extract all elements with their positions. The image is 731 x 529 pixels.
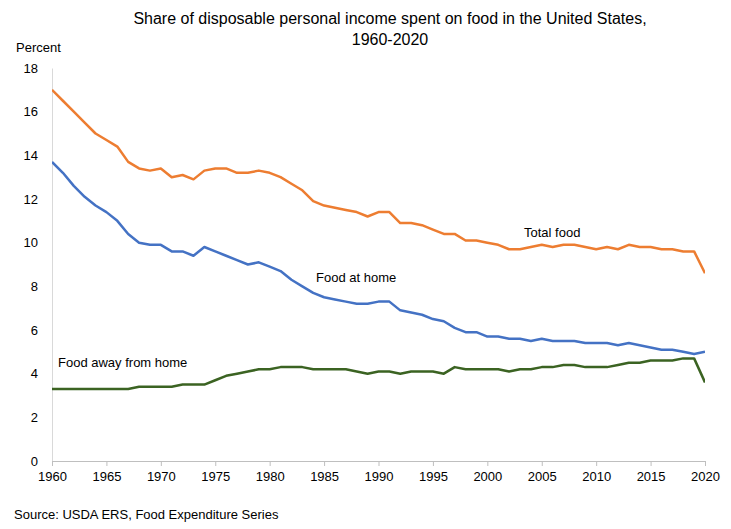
x-tick-mark: [379, 461, 380, 466]
y-tick: 2: [31, 410, 52, 425]
chart: Share of disposable personal income spen…: [0, 0, 731, 529]
y-tick: 12: [24, 192, 52, 207]
x-tick: 2015: [637, 461, 666, 484]
x-tick: 2020: [691, 461, 720, 484]
y-tick: 8: [31, 279, 52, 294]
y-tick-label: 2: [31, 410, 38, 425]
x-tick: 2005: [528, 461, 557, 484]
y-tick-label: 4: [31, 366, 38, 381]
x-axis: 1960 1965 1970 1975 1980 1985 1990 1995 2000 2005…: [38, 461, 720, 484]
plot-area: [52, 90, 705, 389]
y-tick-label: 10: [24, 235, 38, 250]
y-tick-label: 0: [31, 454, 38, 469]
y-tick-label: 8: [31, 279, 38, 294]
x-tick: 1985: [310, 461, 339, 484]
x-tick-mark: [52, 461, 53, 466]
y-tick-label: 16: [24, 104, 38, 119]
y-tick-label: 6: [31, 323, 38, 338]
y-tick: 10: [24, 235, 52, 250]
x-tick: 1975: [201, 461, 230, 484]
series-label: Food away from home: [58, 355, 187, 370]
x-tick: 1980: [256, 461, 285, 484]
x-tick-mark: [542, 461, 543, 466]
x-tick: 2000: [473, 461, 502, 484]
x-tick: 2010: [582, 461, 611, 484]
y-tick: 14: [24, 148, 52, 163]
x-tick-label: 2000: [473, 469, 502, 484]
x-tick: 1990: [365, 461, 394, 484]
x-tick-mark: [270, 461, 271, 466]
x-tick-label: 2010: [582, 469, 611, 484]
x-tick-mark: [651, 461, 652, 466]
y-axis-line: [52, 69, 53, 462]
x-tick-mark: [705, 461, 706, 466]
y-tick: 16: [24, 104, 52, 119]
x-tick-label: 1975: [201, 469, 230, 484]
x-axis-line: [53, 462, 706, 467]
x-tick-label: 2020: [691, 469, 720, 484]
x-tick-label: 1990: [365, 469, 394, 484]
x-tick: 1970: [147, 461, 176, 484]
y-tick: 6: [31, 323, 52, 338]
y-axis-label: Percent: [16, 40, 61, 55]
y-tick: 18: [24, 61, 52, 76]
x-tick-label: 1960: [38, 469, 67, 484]
series-line: [52, 162, 705, 354]
x-tick-label: 1980: [256, 469, 285, 484]
x-tick: 1965: [92, 461, 121, 484]
y-tick-label: 18: [24, 61, 38, 76]
series-label: Total food: [524, 225, 580, 240]
x-tick-mark: [161, 461, 162, 466]
x-tick: 1960: [38, 461, 67, 484]
y-tick-label: 14: [24, 148, 38, 163]
x-tick-mark: [433, 461, 434, 466]
y-tick-label: 12: [24, 192, 38, 207]
y-tick: 4: [31, 366, 52, 381]
x-tick-label: 1995: [419, 469, 448, 484]
source: Source: USDA ERS, Food Expenditure Serie…: [14, 507, 279, 522]
title-line: 1960-2020: [352, 31, 429, 48]
x-tick-label: 1965: [92, 469, 121, 484]
title: Share of disposable personal income spen…: [133, 10, 646, 48]
x-tick-label: 1970: [147, 469, 176, 484]
x-tick-label: 2005: [528, 469, 557, 484]
x-tick-label: 2015: [637, 469, 666, 484]
x-tick-mark: [324, 461, 325, 466]
x-tick-mark: [487, 461, 488, 466]
y-axis: 0 2 4 6 8 10 12 14 16 18: [24, 61, 53, 469]
x-tick-mark: [215, 461, 216, 466]
x-tick-mark: [106, 461, 107, 466]
y-tick: 0: [31, 454, 52, 469]
x-tick-mark: [596, 461, 597, 466]
x-tick-label: 1985: [310, 469, 339, 484]
title-line: Share of disposable personal income spen…: [133, 10, 646, 27]
series-label: Food at home: [316, 270, 396, 285]
x-tick: 1995: [419, 461, 448, 484]
